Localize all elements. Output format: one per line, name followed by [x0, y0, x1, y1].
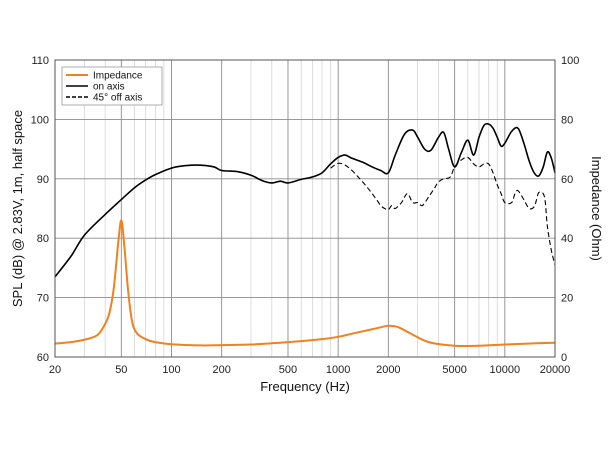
- x-axis-label: Frequency (Hz): [260, 379, 350, 394]
- legend-label-impedance: Impedance: [93, 71, 143, 82]
- y-right-tick-label: 20: [561, 293, 573, 305]
- y-right-axis-label: Impedance (Ohm): [589, 156, 604, 261]
- x-tick-label: 200: [212, 364, 230, 376]
- y-right-tick-label: 40: [561, 233, 573, 245]
- y-right-tick-labels: 0 20 40 60 80 100: [561, 55, 579, 364]
- data-curves: [54, 122, 556, 348]
- on-axis-curve: [54, 122, 556, 278]
- plot-frame: [54, 59, 556, 358]
- y-left-tick-labels: 60 70 80 90 100 110: [31, 55, 49, 364]
- y-left-tick-label: 80: [37, 233, 49, 245]
- y-left-tick-label: 60: [37, 352, 49, 364]
- y-left-tick-label: 110: [31, 55, 49, 67]
- x-tick-label: 500: [279, 364, 297, 376]
- grid-lines: [55, 60, 555, 357]
- y-right-tick-label: 0: [561, 352, 567, 364]
- x-tick-label: 20000: [540, 364, 571, 376]
- x-tick-label: 5000: [442, 364, 466, 376]
- y-left-axis-label: SPL (dB) @ 2.83V, 1m, half space: [10, 110, 25, 307]
- y-left-tick-label: 90: [37, 174, 49, 186]
- x-tick-label: 20: [49, 364, 61, 376]
- x-tick-label: 100: [162, 364, 180, 376]
- x-tick-label: 10000: [490, 364, 521, 376]
- legend-label-on-axis: on axis: [93, 82, 125, 93]
- x-tick-labels: 20 50 100 200 500 1000 2000 5000 10000 20000: [49, 364, 570, 376]
- y-left-tick-label: 100: [31, 114, 49, 126]
- x-tick-label: 50: [115, 364, 127, 376]
- y-right-tick-label: 60: [561, 174, 573, 186]
- off-axis-45-curve: [330, 156, 556, 266]
- x-tick-label: 2000: [376, 364, 400, 376]
- legend: Impedance on axis 45° off axis: [61, 66, 163, 106]
- y-right-tick-label: 100: [561, 55, 579, 67]
- y-left-tick-label: 70: [37, 293, 49, 305]
- legend-label-45-off-axis: 45° off axis: [93, 93, 142, 104]
- impedance-curve: [54, 219, 556, 348]
- y-right-tick-label: 80: [561, 114, 573, 126]
- x-tick-label: 1000: [326, 364, 350, 376]
